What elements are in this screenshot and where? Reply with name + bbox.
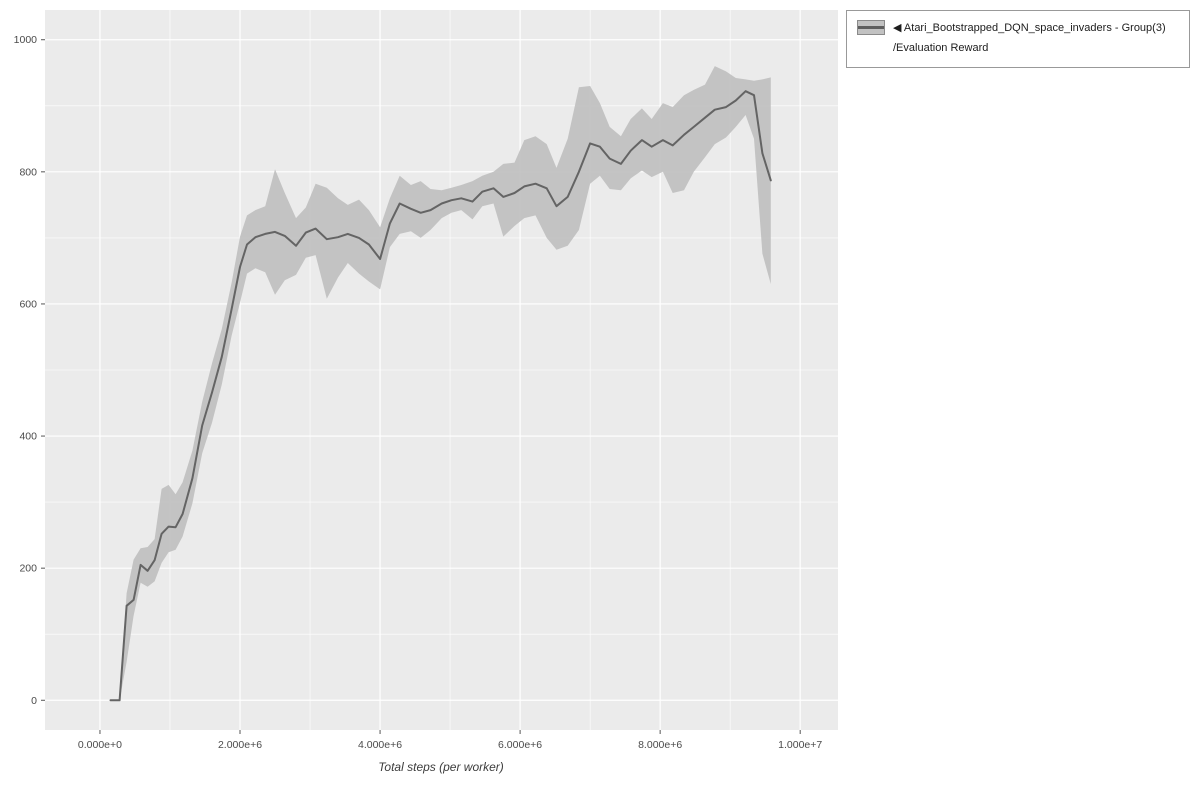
- svg-text:0.000e+0: 0.000e+0: [78, 739, 122, 751]
- svg-text:6.000e+6: 6.000e+6: [498, 739, 542, 751]
- legend-band-swatch: [857, 20, 885, 35]
- svg-text:2.000e+6: 2.000e+6: [218, 739, 262, 751]
- svg-text:600: 600: [19, 298, 37, 310]
- svg-text:8.000e+6: 8.000e+6: [638, 739, 682, 751]
- legend-mean-line-swatch: [858, 26, 884, 29]
- svg-text:4.000e+6: 4.000e+6: [358, 739, 402, 751]
- legend-collapse-icon[interactable]: ◀: [893, 22, 902, 34]
- legend-metric-label: /Evaluation Reward: [893, 41, 989, 54]
- svg-text:1.000e+7: 1.000e+7: [778, 739, 822, 751]
- svg-text:0: 0: [31, 695, 37, 707]
- svg-text:800: 800: [19, 166, 37, 178]
- svg-text:1000: 1000: [14, 34, 38, 46]
- legend-entry[interactable]: ◀ Atari_Bootstrapped_DQN_space_invaders …: [846, 10, 1190, 68]
- legend-series-label: Atari_Bootstrapped_DQN_space_invaders - …: [903, 22, 1166, 34]
- x-axis-title: Total steps (per worker): [378, 760, 504, 774]
- svg-text:200: 200: [19, 563, 37, 575]
- svg-text:400: 400: [19, 431, 37, 443]
- legend-text: ◀ Atari_Bootstrapped_DQN_space_invaders …: [893, 19, 1166, 59]
